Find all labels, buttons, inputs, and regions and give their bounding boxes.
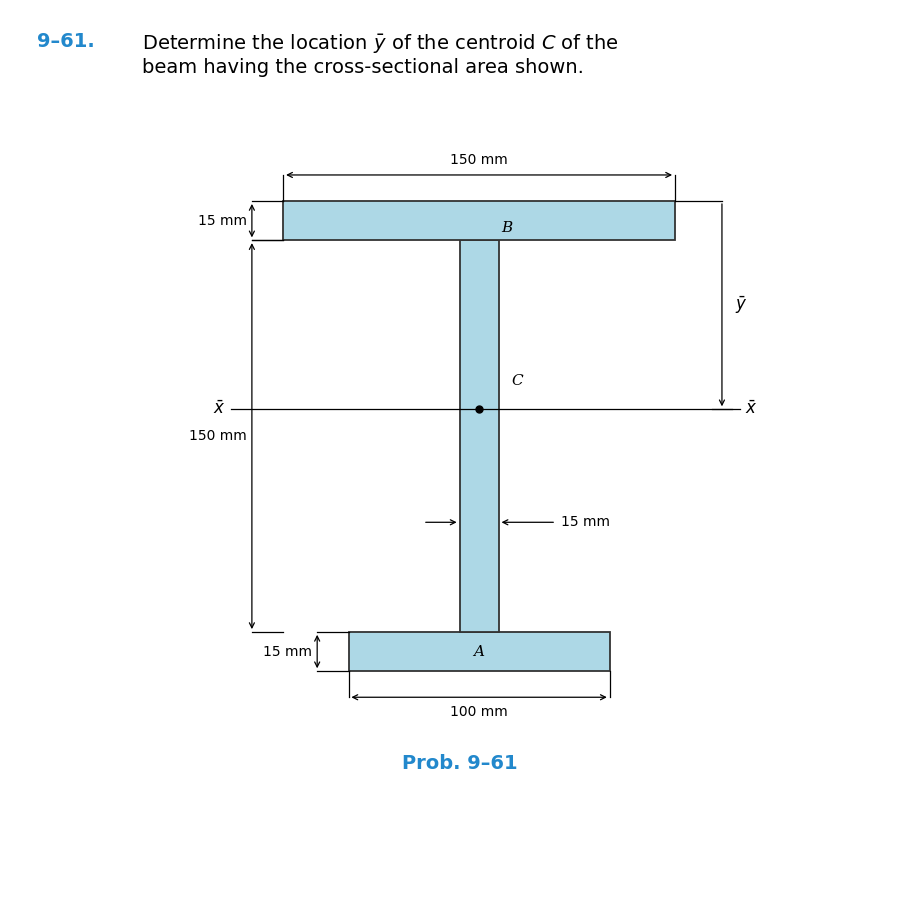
- Text: B: B: [501, 221, 513, 235]
- Text: A: A: [473, 644, 484, 659]
- Text: $\bar{y}$: $\bar{y}$: [735, 294, 747, 316]
- Text: Determine the location $\bar{y}$ of the centroid $C$ of the
beam having the cros: Determine the location $\bar{y}$ of the …: [142, 32, 619, 77]
- Text: $\bar{x}$: $\bar{x}$: [213, 400, 226, 418]
- Text: 15 mm: 15 mm: [562, 515, 610, 529]
- Text: 100 mm: 100 mm: [450, 705, 508, 719]
- Text: 150 mm: 150 mm: [189, 429, 246, 443]
- Text: C: C: [512, 375, 523, 388]
- Text: 150 mm: 150 mm: [450, 154, 508, 167]
- Bar: [283, 201, 675, 240]
- Bar: [348, 632, 609, 671]
- Text: 15 mm: 15 mm: [263, 644, 312, 659]
- Text: 9–61.: 9–61.: [37, 32, 95, 51]
- Bar: [460, 240, 499, 632]
- Text: $\bar{x}$: $\bar{x}$: [745, 400, 758, 418]
- Text: Prob. 9–61: Prob. 9–61: [402, 754, 517, 773]
- Text: 15 mm: 15 mm: [198, 214, 246, 228]
